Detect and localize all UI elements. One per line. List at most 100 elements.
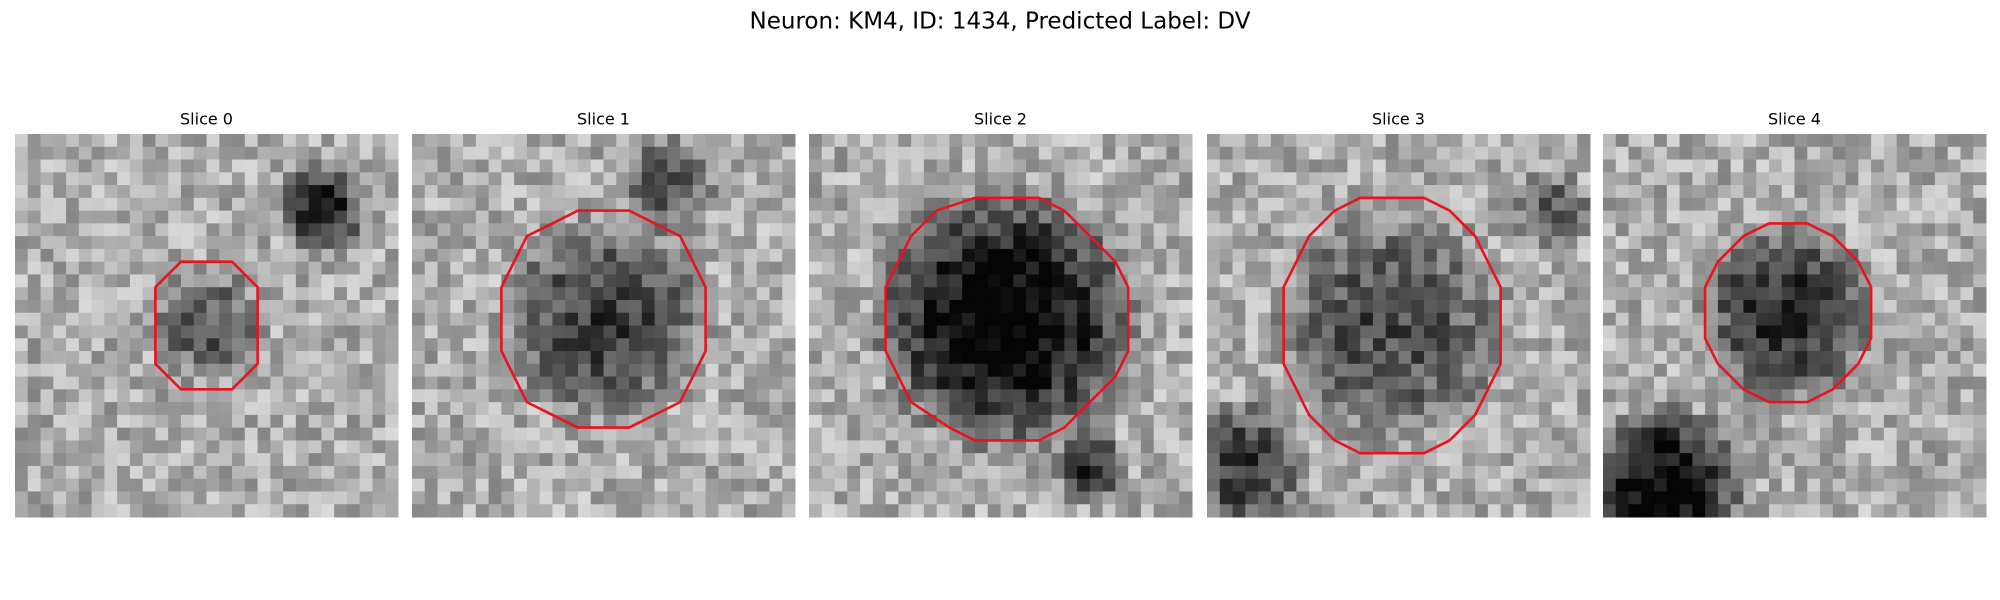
pixel: [321, 325, 335, 339]
pixel: [142, 223, 156, 237]
pixel: [860, 223, 874, 237]
pixel: [1475, 261, 1489, 275]
pixel: [359, 389, 373, 403]
pixel: [117, 427, 131, 441]
pixel: [1102, 491, 1116, 505]
pixel: [1960, 465, 1974, 480]
pixel: [641, 491, 656, 505]
pixel: [321, 287, 335, 301]
pixel: [1960, 414, 1974, 429]
pixel: [1360, 312, 1374, 326]
pixel: [860, 185, 874, 199]
pixel: [1051, 299, 1065, 314]
pixel: [1462, 389, 1476, 403]
pixel: [488, 159, 502, 173]
pixel: [1179, 491, 1193, 505]
pixel: [232, 274, 246, 288]
pixel: [142, 478, 156, 492]
pixel: [1603, 389, 1617, 403]
pixel: [1115, 427, 1129, 441]
pixel: [1258, 172, 1272, 186]
pixel: [834, 363, 848, 378]
pixel: [1360, 210, 1374, 224]
pixel: [1500, 402, 1514, 416]
pixel: [1000, 478, 1014, 492]
pixel: [1794, 389, 1808, 403]
pixel: [1896, 261, 1910, 275]
pixel: [334, 274, 348, 288]
pixel: [66, 491, 80, 505]
pixel: [923, 504, 938, 518]
pixel: [1922, 134, 1936, 148]
pixel: [1102, 134, 1116, 148]
pixel: [1845, 185, 1859, 199]
pixel: [847, 210, 861, 224]
pixel: [769, 299, 783, 314]
pixel: [1296, 197, 1310, 212]
pixel: [654, 299, 668, 314]
pixel: [949, 185, 963, 199]
pixel: [1768, 287, 1783, 301]
pixel: [526, 389, 541, 403]
pixel: [526, 274, 541, 288]
pixel: [359, 453, 373, 467]
pixel: [66, 312, 80, 326]
pixel: [1475, 312, 1489, 326]
pixel: [1577, 504, 1591, 518]
pixel: [1934, 325, 1949, 339]
pixel: [193, 287, 207, 301]
pixel: [809, 185, 823, 199]
pixel: [1513, 389, 1527, 403]
pixel: [1717, 159, 1732, 173]
pixel: [756, 274, 770, 288]
pixel: [463, 414, 477, 429]
pixel: [53, 478, 67, 492]
pixel: [769, 478, 783, 492]
pixel: [1513, 248, 1527, 263]
pixel: [1654, 465, 1668, 480]
slice-title: Slice 1: [577, 110, 630, 129]
pixel: [1385, 338, 1399, 352]
pixel: [1411, 312, 1425, 326]
pixel: [1628, 134, 1642, 148]
pixel: [1064, 465, 1078, 480]
pixel: [1424, 274, 1438, 288]
pixel: [257, 146, 271, 161]
pixel: [1064, 363, 1078, 378]
pixel: [488, 325, 502, 339]
pixel: [437, 185, 451, 199]
pixel: [834, 274, 848, 288]
pixel: [1321, 146, 1336, 161]
pixel: [616, 236, 630, 250]
pixel: [1679, 197, 1693, 212]
pixel: [424, 197, 439, 212]
pixel: [359, 478, 373, 492]
pixel: [539, 274, 553, 288]
pixel: [129, 185, 144, 199]
pixel: [1641, 299, 1655, 314]
pixel: [1909, 134, 1923, 148]
pixel: [40, 453, 54, 467]
pixel: [1077, 325, 1091, 339]
pixel: [1398, 491, 1412, 505]
pixel: [809, 274, 823, 288]
pixel: [552, 402, 566, 416]
pixel: [463, 440, 477, 454]
pixel: [872, 338, 887, 352]
pixel: [514, 299, 528, 314]
pixel: [1347, 134, 1361, 148]
pixel: [1411, 134, 1425, 148]
pixel: [283, 159, 297, 173]
pixel: [756, 146, 770, 161]
pixel: [539, 210, 553, 224]
pixel: [1603, 402, 1617, 416]
pixel: [847, 465, 861, 480]
pixel: [514, 185, 528, 199]
pixel: [155, 414, 169, 429]
pixel: [1166, 248, 1180, 263]
pixel: [974, 402, 989, 416]
pixel: [1807, 287, 1821, 301]
pixel: [962, 414, 976, 429]
pixel: [78, 223, 93, 237]
pixel: [232, 299, 246, 314]
